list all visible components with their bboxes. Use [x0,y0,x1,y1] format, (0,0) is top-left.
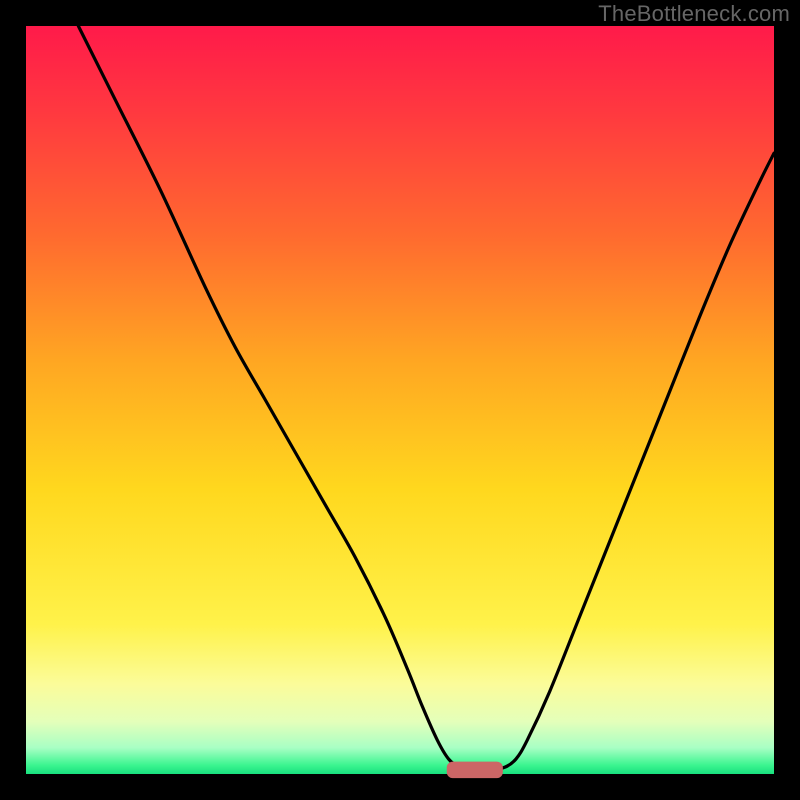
watermark-text: TheBottleneck.com [598,1,790,27]
chart-stage: TheBottleneck.com [0,0,800,800]
bottleneck-curve-chart [0,0,800,800]
plot-background [26,26,774,774]
optimal-marker [447,762,503,778]
